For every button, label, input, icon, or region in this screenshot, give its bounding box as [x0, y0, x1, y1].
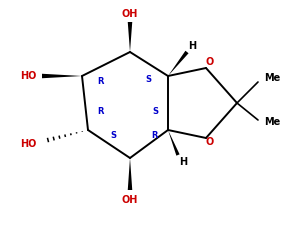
Text: O: O [206, 57, 214, 67]
Text: S: S [110, 131, 116, 140]
Text: O: O [206, 137, 214, 147]
Text: HO: HO [20, 139, 36, 149]
Text: HO: HO [20, 71, 36, 81]
Text: OH: OH [122, 9, 138, 19]
Text: Me: Me [264, 117, 280, 127]
Text: H: H [179, 157, 187, 167]
Text: R: R [97, 77, 103, 86]
Text: S: S [152, 108, 158, 116]
Polygon shape [168, 130, 180, 156]
Text: S: S [145, 74, 151, 84]
Polygon shape [128, 22, 132, 52]
Text: R: R [152, 131, 158, 140]
Text: Me: Me [264, 73, 280, 83]
Polygon shape [128, 158, 132, 190]
Text: H: H [188, 41, 196, 51]
Text: R: R [97, 108, 103, 116]
Polygon shape [42, 74, 82, 78]
Polygon shape [168, 51, 188, 76]
Text: OH: OH [122, 195, 138, 205]
